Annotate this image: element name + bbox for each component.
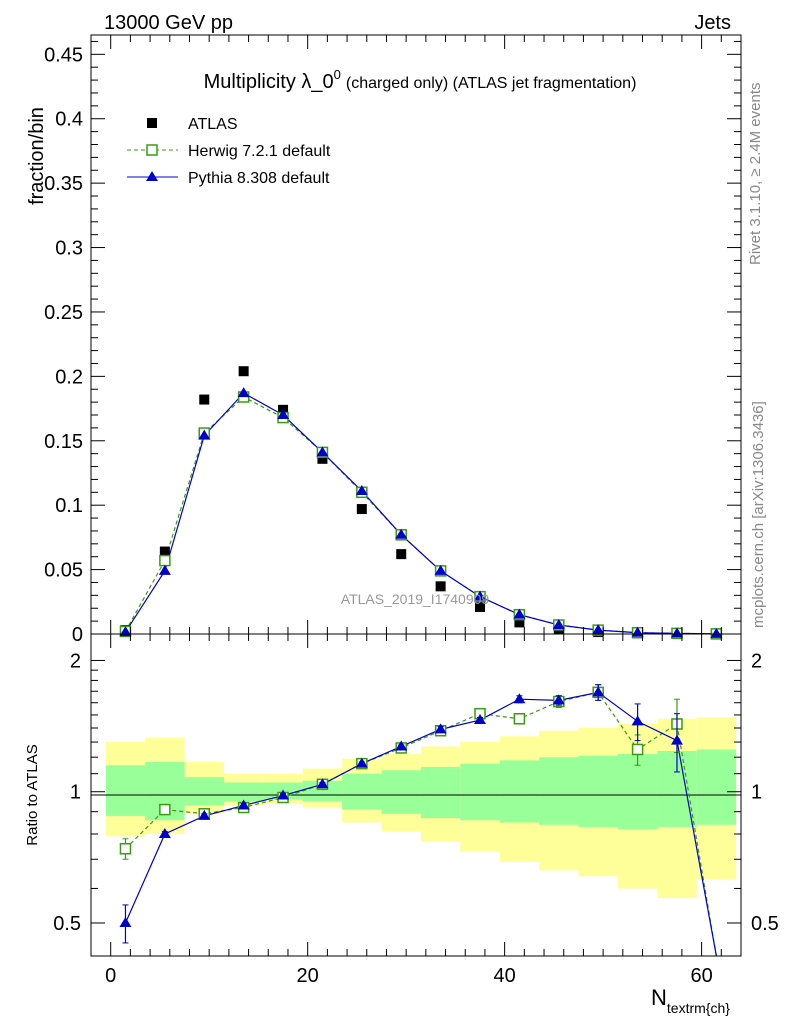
legend-herwig-label: Herwig 7.2.1 default bbox=[188, 143, 331, 160]
pythia-line bbox=[124, 392, 717, 635]
pythia-point bbox=[158, 564, 171, 575]
ratio-herwig-point bbox=[119, 842, 132, 855]
pythia-point bbox=[277, 409, 290, 420]
ratio-band-inner bbox=[578, 755, 618, 828]
ratio-herwig-point bbox=[513, 713, 526, 725]
ratio-ytick-label-right: 1 bbox=[751, 782, 762, 804]
ratio-xlabel: Ntextrm{ch} bbox=[651, 985, 730, 1016]
ratio-xtick-label: 60 bbox=[690, 965, 712, 987]
ratio-herwig-point bbox=[631, 743, 644, 756]
main-ytick-label: 0.1 bbox=[55, 495, 83, 517]
ratio-band-inner bbox=[696, 749, 737, 825]
ratio-pythia-point bbox=[474, 714, 487, 725]
main-ytick-label: 0.05 bbox=[44, 560, 83, 582]
main-ytick-label: 0 bbox=[72, 624, 83, 646]
ratio-xtick-label: 0 bbox=[105, 965, 116, 987]
ratio-band-inner bbox=[105, 765, 146, 816]
ratio-panel: 0.5 0.5 1 1 2 2 0 20 40 60 Ratio to ATLAS Ntextr… bbox=[24, 633, 779, 1016]
main-ytick-label: 0.45 bbox=[44, 44, 83, 66]
ratio-pythia-point bbox=[631, 715, 644, 726]
atlas-point bbox=[317, 453, 328, 464]
rivet-label: Rivet 3.1.10, ≥ 2.4M events bbox=[747, 83, 764, 266]
ratio-pythia-point bbox=[355, 757, 368, 768]
legend-atlas-marker bbox=[147, 118, 157, 128]
main-title: Multiplicity λ_00(charged only) (ATLAS j… bbox=[204, 67, 637, 93]
ratio-xtick-label: 40 bbox=[494, 965, 516, 987]
atlas-point bbox=[238, 366, 249, 377]
main-ytick-label: 0.4 bbox=[55, 109, 83, 131]
main-panel: 0 0.05 0.1 0.15 0.2 0.25 0.3 0.35 0.4 0.45 fracti… bbox=[26, 34, 742, 646]
legend: ATLAS Herwig 7.2.1 default Pythia 8.308 … bbox=[127, 116, 331, 187]
herwig-point bbox=[159, 554, 171, 567]
legend-pythia-label: Pythia 8.308 default bbox=[188, 170, 330, 187]
atlas-point bbox=[356, 504, 367, 515]
ratio-herwig-point bbox=[159, 803, 171, 816]
main-ytick-label: 0.25 bbox=[44, 302, 83, 324]
ratio-pythia-point bbox=[316, 778, 329, 789]
ratio-ytick-label: 0.5 bbox=[53, 913, 81, 935]
ratio-pythia-point bbox=[158, 827, 171, 838]
pythia-point bbox=[316, 446, 329, 457]
ratio-band-inner bbox=[420, 766, 461, 819]
ratio-band-inner bbox=[302, 780, 343, 802]
ratio-ytick-label-right: 0.5 bbox=[751, 913, 779, 935]
header-right: Jets bbox=[694, 12, 731, 34]
ratio-pythia-point bbox=[670, 734, 683, 745]
ratio-xtick-label: 20 bbox=[297, 965, 319, 987]
ratio-ytick-label-right: 2 bbox=[751, 650, 762, 672]
legend-herwig-marker bbox=[146, 144, 158, 156]
ratio-pythia-line bbox=[124, 691, 717, 957]
ratio-pythia-point bbox=[119, 916, 132, 927]
pythia-point bbox=[670, 627, 683, 638]
watermark: ATLAS_2019_I1740909 bbox=[341, 591, 490, 607]
ratio-pythia-point bbox=[237, 799, 250, 810]
ratio-ylabel: Ratio to ATLAS bbox=[24, 744, 41, 845]
ratio-band-inner bbox=[460, 763, 500, 821]
ratio-pythia-point bbox=[592, 686, 605, 697]
main-ytick-label: 0.2 bbox=[55, 366, 83, 388]
pythia-point bbox=[355, 485, 368, 496]
atlas-point bbox=[514, 617, 525, 628]
ratio-band-inner bbox=[617, 754, 658, 830]
main-ytick-label: 0.35 bbox=[44, 173, 83, 195]
ratio-pythia-point bbox=[198, 809, 211, 820]
pythia-point bbox=[592, 624, 605, 635]
legend-atlas-label: ATLAS bbox=[188, 116, 238, 133]
ratio-band-inner bbox=[342, 773, 382, 810]
pythia-point bbox=[710, 627, 723, 638]
mcplots-label: mcplots.cern.ch [arXiv:1306.3436] bbox=[750, 401, 767, 628]
ratio-band-inner bbox=[223, 782, 264, 802]
pythia-point bbox=[513, 608, 526, 619]
atlas-point bbox=[435, 581, 446, 592]
atlas-point bbox=[396, 549, 407, 560]
main-ytick-label: 0.15 bbox=[44, 431, 83, 453]
main-ylabel: fraction/bin bbox=[26, 107, 48, 205]
ratio-pythia-point bbox=[513, 693, 526, 704]
pythia-point bbox=[552, 618, 565, 629]
ratio-pythia-point bbox=[395, 740, 408, 751]
ratio-band-inner bbox=[184, 777, 224, 806]
ratio-pythia-point bbox=[552, 694, 565, 705]
ratio-pythia-point bbox=[277, 789, 290, 800]
pythia-point bbox=[198, 429, 211, 440]
ratio-band-inner bbox=[381, 770, 421, 814]
legend-pythia-marker bbox=[146, 171, 158, 181]
ratio-frame bbox=[90, 633, 742, 957]
pythia-point bbox=[434, 564, 447, 575]
atlas-point bbox=[475, 601, 486, 612]
pythia-point bbox=[474, 590, 487, 601]
main-ytick-label: 0.3 bbox=[55, 238, 83, 260]
ratio-band-inner bbox=[539, 757, 579, 825]
atlas-point bbox=[199, 394, 210, 405]
header-left: 13000 GeV pp bbox=[104, 12, 233, 34]
ratio-ytick-label: 1 bbox=[70, 782, 81, 804]
atlas-point bbox=[159, 546, 170, 557]
pythia-point bbox=[395, 528, 408, 539]
ratio-ytick-label: 2 bbox=[70, 650, 81, 672]
ratio-pythia-point bbox=[434, 723, 447, 734]
ratio-band-inner bbox=[499, 760, 540, 823]
pythia-point bbox=[237, 387, 250, 398]
